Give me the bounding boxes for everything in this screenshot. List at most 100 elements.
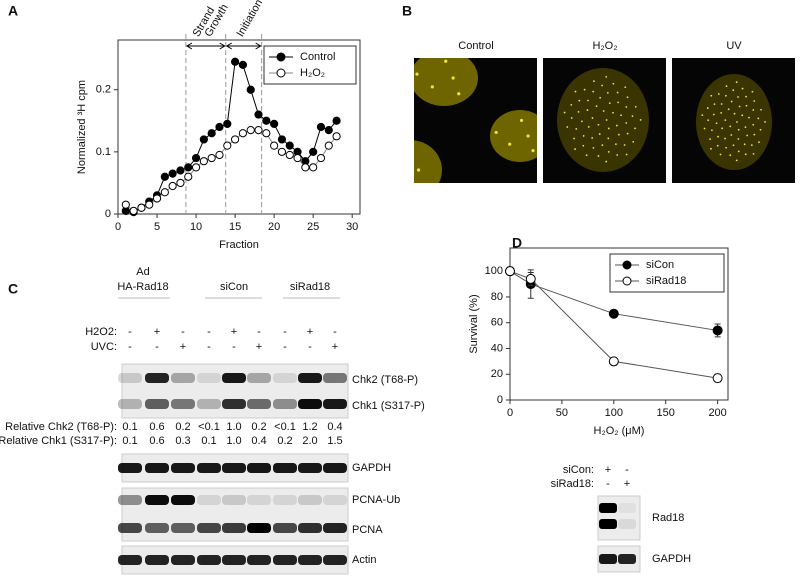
band xyxy=(118,555,142,565)
focus xyxy=(617,133,620,136)
focus xyxy=(607,137,610,140)
band xyxy=(171,463,195,473)
focus xyxy=(709,138,711,141)
group-label: siRad18 xyxy=(290,281,330,293)
treatment-sign: - xyxy=(257,326,261,338)
focus xyxy=(578,99,581,102)
band xyxy=(247,399,271,409)
focus xyxy=(607,127,610,130)
focus xyxy=(720,103,723,105)
data-point xyxy=(184,163,193,172)
plot-frame xyxy=(117,39,361,215)
data-point xyxy=(293,153,302,163)
focus xyxy=(748,116,750,119)
focus xyxy=(577,111,580,113)
band xyxy=(599,519,617,529)
band xyxy=(197,463,221,473)
data-point xyxy=(505,266,515,277)
focus xyxy=(724,119,727,121)
series-line xyxy=(509,270,718,379)
y-tick-label: 80 xyxy=(491,291,503,303)
x-axis-label: Fraction xyxy=(219,239,259,251)
band xyxy=(618,554,636,564)
focus xyxy=(563,111,566,114)
focus xyxy=(758,141,760,144)
image-label: Control xyxy=(458,40,493,52)
focus xyxy=(582,135,585,137)
data-point xyxy=(332,116,341,125)
focus xyxy=(626,132,629,135)
data-point xyxy=(145,200,154,209)
focus xyxy=(710,147,712,150)
band xyxy=(222,555,246,565)
band xyxy=(599,503,617,513)
band xyxy=(145,555,169,565)
focus xyxy=(743,143,746,146)
band xyxy=(197,555,221,565)
focus xyxy=(721,127,724,130)
focus xyxy=(616,91,619,94)
quant-value: 1.0 xyxy=(226,421,241,433)
focus xyxy=(717,93,720,95)
band-label: PCNA-Ub xyxy=(352,494,400,506)
focus xyxy=(753,133,756,136)
focus xyxy=(752,109,755,111)
band xyxy=(197,399,221,409)
band-label: GAPDH xyxy=(652,553,691,565)
y-axis-label: Survival (%) xyxy=(468,294,480,353)
focus xyxy=(592,90,595,93)
focus xyxy=(410,150,413,153)
data-point xyxy=(270,119,279,128)
micrograph xyxy=(672,58,795,183)
data-point xyxy=(285,150,294,160)
focus xyxy=(422,185,425,188)
x-tick-label: 0 xyxy=(507,407,513,419)
focus xyxy=(732,89,735,92)
data-point xyxy=(223,119,232,128)
band xyxy=(171,373,195,383)
focus xyxy=(616,154,619,156)
focus xyxy=(457,92,461,96)
focus xyxy=(566,126,569,128)
micrograph xyxy=(383,58,537,188)
band xyxy=(145,399,169,409)
focus xyxy=(608,102,611,105)
focus xyxy=(737,96,739,98)
quant-value: 0.4 xyxy=(327,421,342,433)
treatment-label: siCon: xyxy=(563,464,594,476)
band xyxy=(247,463,271,473)
blot-membrane xyxy=(597,495,641,541)
band xyxy=(118,463,142,473)
focus xyxy=(724,137,726,140)
focus xyxy=(631,115,634,118)
focus xyxy=(738,105,741,108)
x-tick-label: 50 xyxy=(556,407,568,419)
focus xyxy=(624,86,627,89)
band xyxy=(171,399,195,409)
band xyxy=(247,523,271,533)
blot-membrane xyxy=(121,363,349,419)
data-point xyxy=(176,178,185,188)
band xyxy=(247,555,271,565)
focus xyxy=(574,90,577,93)
x-axis-label: H₂O₂ (μM) xyxy=(594,425,645,437)
focus xyxy=(575,128,578,130)
y-tick-label: 100 xyxy=(485,265,503,277)
focus xyxy=(606,91,609,94)
focus xyxy=(383,164,386,167)
legend-marker xyxy=(276,52,286,62)
band xyxy=(323,399,347,409)
focus xyxy=(716,144,719,147)
legend-marker xyxy=(622,260,632,270)
legend-label: siRad18 xyxy=(646,275,686,287)
focus xyxy=(732,144,735,147)
x-tick-label: 15 xyxy=(229,221,241,233)
focus xyxy=(737,150,740,153)
data-point xyxy=(199,157,208,166)
band xyxy=(171,495,195,505)
group-label: HA-Rad18 xyxy=(117,281,168,293)
data-point xyxy=(191,163,201,172)
focus xyxy=(720,111,723,114)
data-point xyxy=(262,116,271,125)
